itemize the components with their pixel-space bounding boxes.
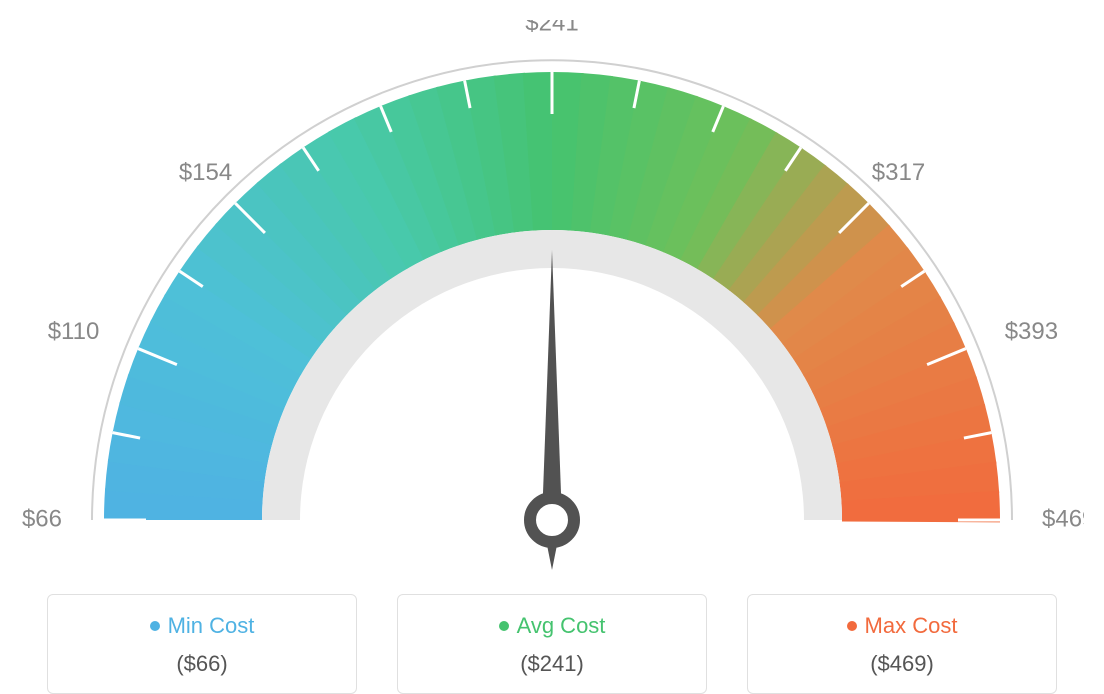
gauge-tick-label: $110 [48, 318, 100, 345]
gauge-tick-label: $469 [1042, 505, 1084, 532]
legend-row: Min Cost ($66) Avg Cost ($241) Max Cost … [20, 594, 1084, 694]
legend-title-min: Min Cost [150, 613, 255, 639]
legend-label: Avg Cost [517, 613, 606, 639]
legend-card-avg: Avg Cost ($241) [397, 594, 707, 694]
legend-label: Max Cost [865, 613, 958, 639]
gauge-tick-label: $241 [525, 20, 578, 36]
dot-icon [150, 621, 160, 631]
legend-value-min: ($66) [58, 651, 346, 677]
gauge-tick-label: $393 [1005, 318, 1058, 345]
legend-label: Min Cost [168, 613, 255, 639]
legend-card-min: Min Cost ($66) [47, 594, 357, 694]
dot-icon [847, 621, 857, 631]
gauge-tick-label: $154 [179, 159, 232, 186]
gauge-chart: $66 $110 $154 $241 $317 $393 $469 [20, 20, 1084, 580]
gauge-tick-label: $317 [872, 159, 925, 186]
legend-card-max: Max Cost ($469) [747, 594, 1057, 694]
legend-title-max: Max Cost [847, 613, 958, 639]
legend-value-avg: ($241) [408, 651, 696, 677]
gauge-chart-container: $66 $110 $154 $241 $317 $393 $469 [20, 20, 1084, 580]
legend-title-avg: Avg Cost [499, 613, 606, 639]
gauge-tick-label: $66 [22, 505, 62, 532]
legend-value-max: ($469) [758, 651, 1046, 677]
needle-hub [530, 498, 574, 542]
dot-icon [499, 621, 509, 631]
